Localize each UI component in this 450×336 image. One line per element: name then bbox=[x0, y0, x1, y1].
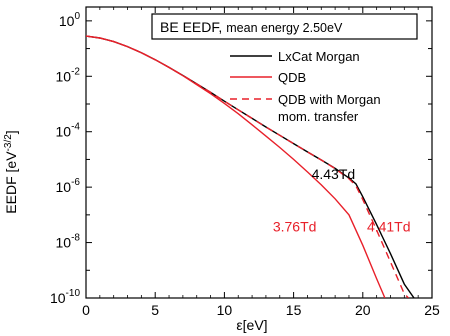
legend-label-qdb-morgan-line2: mom. transfer bbox=[278, 109, 359, 124]
x-tick-label: 15 bbox=[286, 302, 302, 318]
y-tick-label: 10-2 bbox=[56, 66, 81, 84]
y-tick-label: 10-10 bbox=[50, 288, 80, 306]
title-box bbox=[151, 13, 418, 40]
y-tick-label: 10-4 bbox=[56, 122, 81, 140]
chart-title: BE EEDF, mean energy 2.50eV bbox=[160, 19, 343, 35]
x-axis-label: ε[eV] bbox=[236, 317, 267, 333]
x-tick-label: 25 bbox=[424, 302, 440, 318]
series-line-2 bbox=[86, 35, 409, 298]
x-tick-label: 5 bbox=[151, 302, 159, 318]
legend: LxCat Morgan QDB QDB with Morgan mom. tr… bbox=[230, 49, 381, 124]
y-tick-label: 10-6 bbox=[56, 177, 81, 195]
annotation-0: 4.43Td bbox=[312, 166, 356, 182]
y-tick-label: 100 bbox=[59, 11, 81, 29]
legend-label-lxcat: LxCat Morgan bbox=[278, 49, 360, 64]
series-layer bbox=[86, 35, 415, 298]
annotation-2: 4.41Td bbox=[367, 218, 411, 234]
series-line-0 bbox=[86, 35, 415, 298]
y-tick-label: 10-8 bbox=[56, 233, 81, 251]
axis-ticks: 0 5 10 15 20 25 100 10-2 10-4 10-6 10-8 10-10 bbox=[50, 7, 440, 318]
y-axis-label-end: ] bbox=[3, 130, 19, 134]
chart-subtitle: mean energy 2.50eV bbox=[226, 21, 343, 35]
legend-label-qdb-morgan: QDB with Morgan bbox=[278, 92, 381, 107]
y-axis-label: EEDF [eV-3/2] bbox=[3, 130, 19, 213]
legend-label-qdb: QDB bbox=[278, 70, 306, 85]
annotation-1: 3.76Td bbox=[273, 218, 317, 234]
annotation-layer: 4.43Td 3.76Td 4.41Td bbox=[273, 166, 411, 235]
x-tick-label: 10 bbox=[217, 302, 233, 318]
x-tick-label: 20 bbox=[355, 302, 371, 318]
x-tick-label: 0 bbox=[82, 302, 90, 318]
plot-frame bbox=[85, 6, 433, 299]
y-axis-label-exponent: -3/2 bbox=[3, 134, 14, 152]
